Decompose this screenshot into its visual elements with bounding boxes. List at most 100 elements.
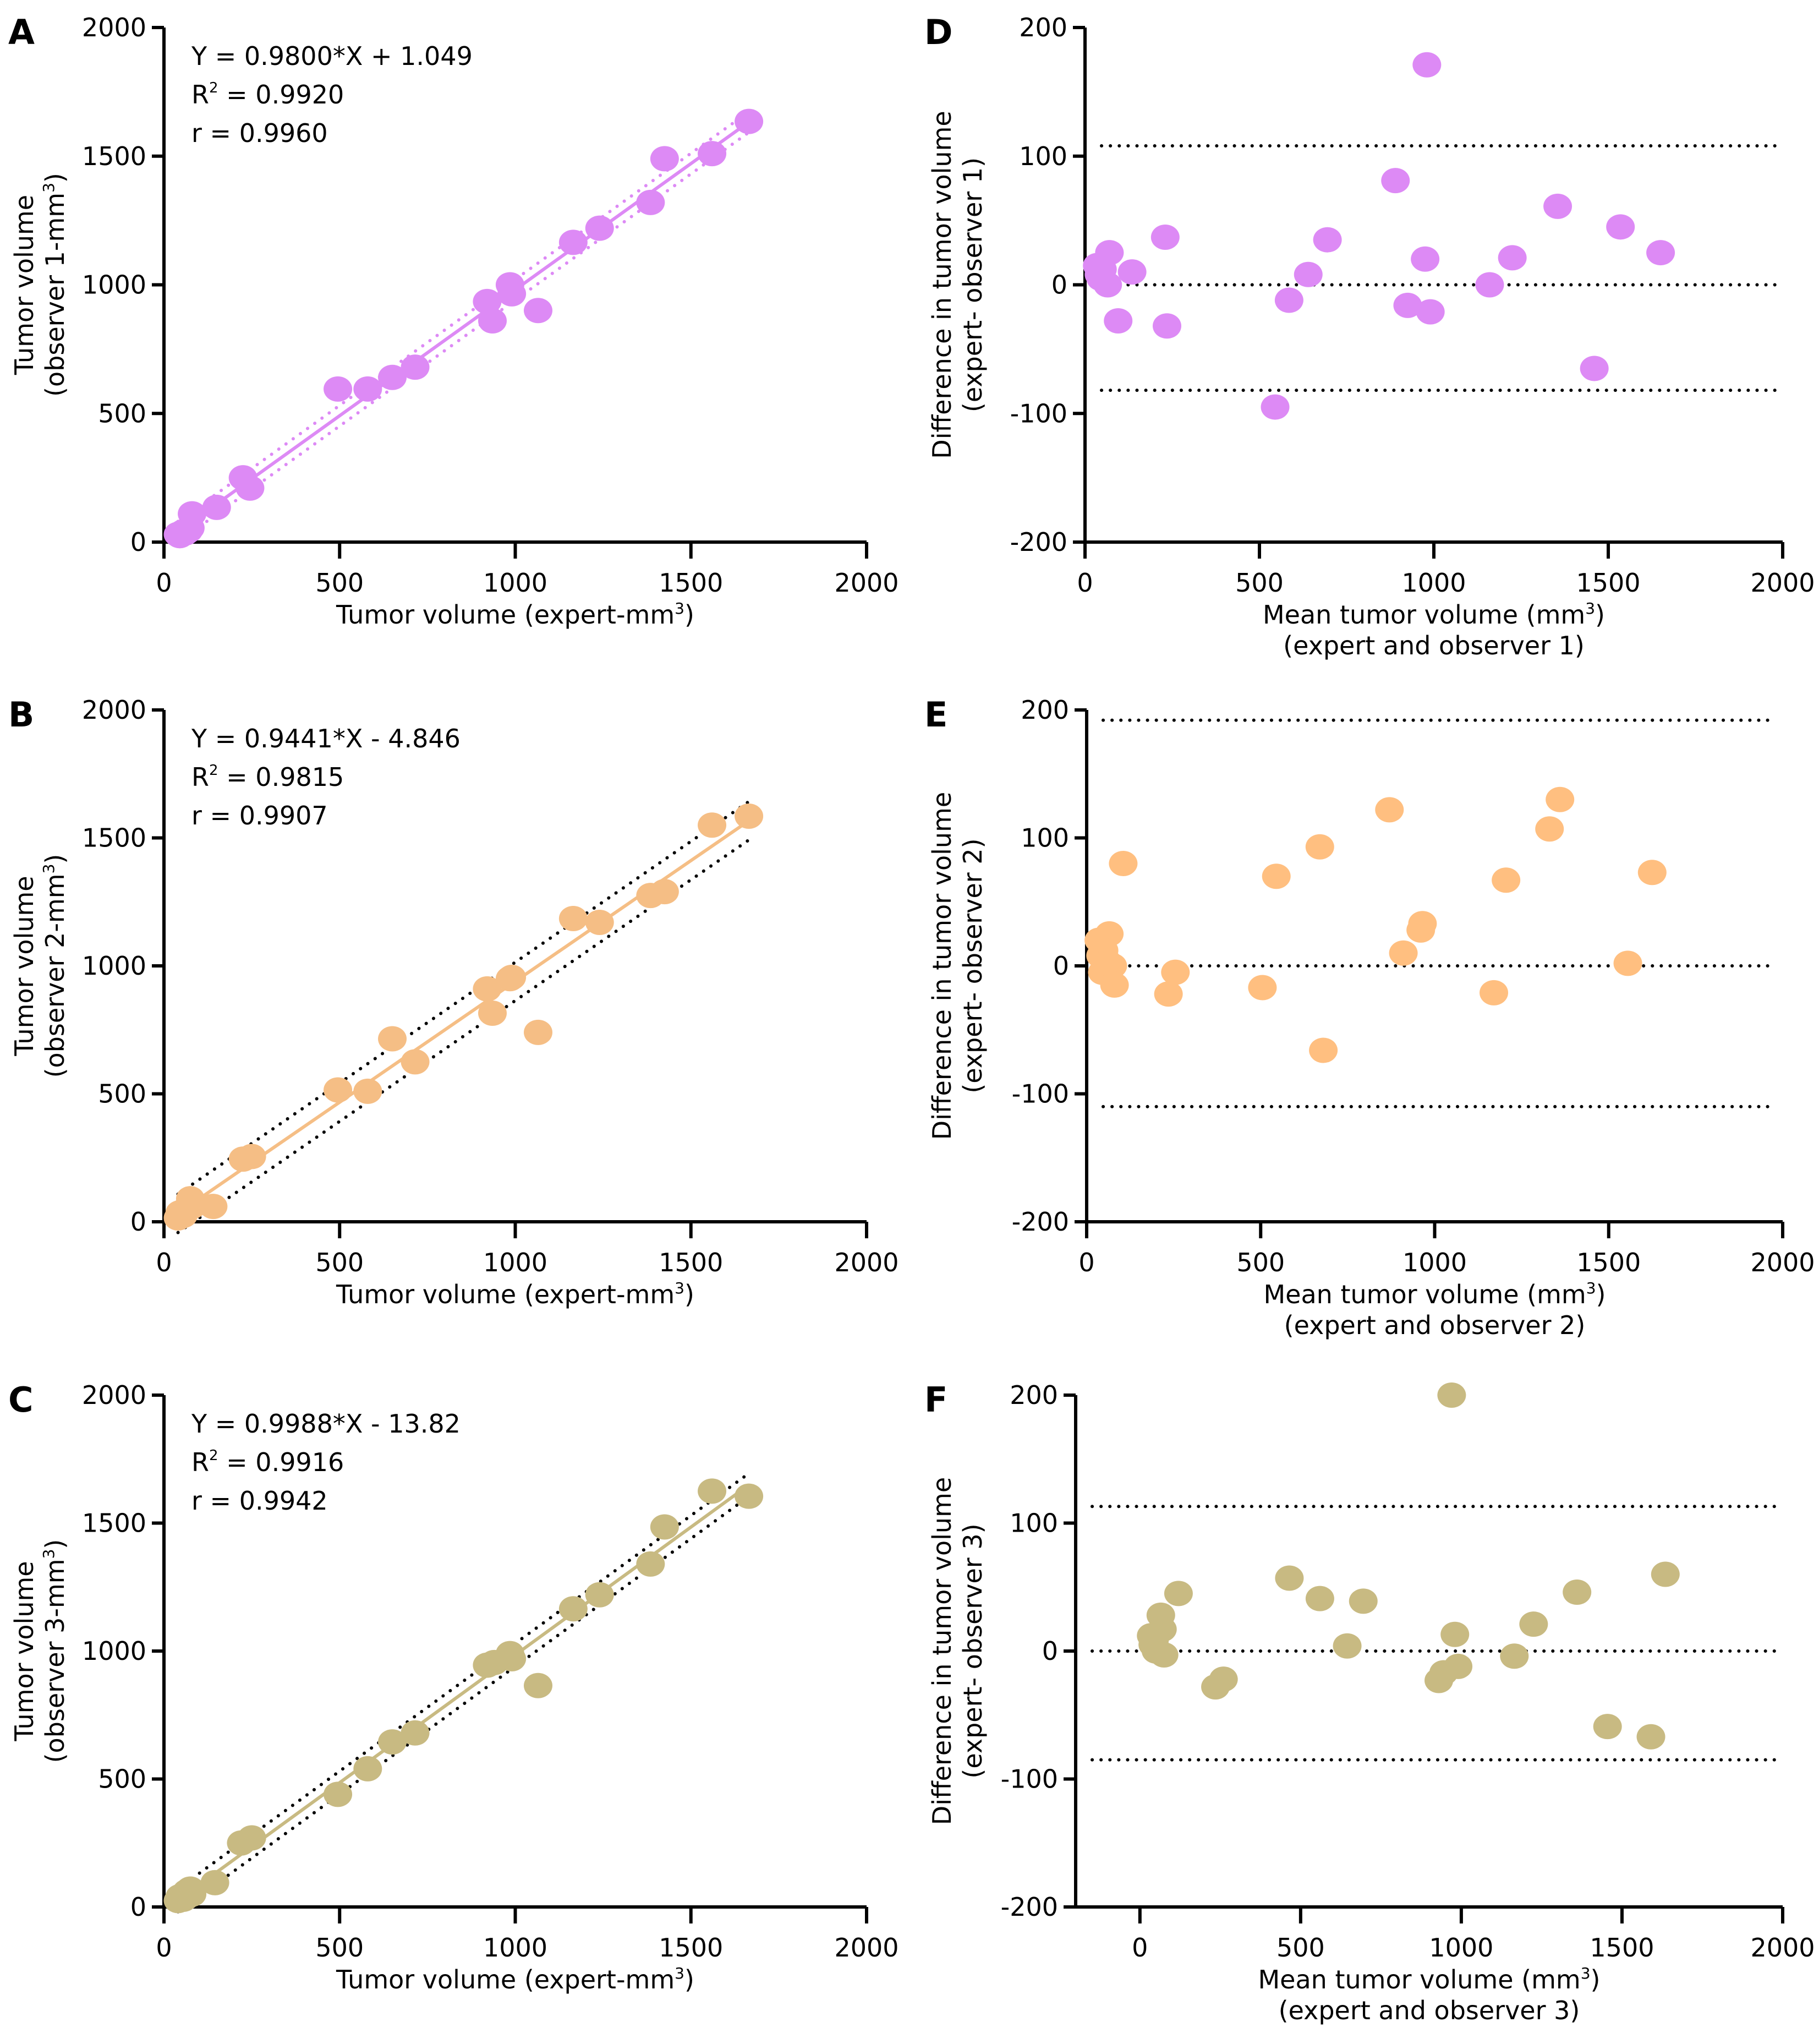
data-point xyxy=(1500,1643,1529,1669)
x-tick-label: 2000 xyxy=(834,1248,898,1277)
y-tick-label: 2000 xyxy=(82,13,146,42)
data-point xyxy=(1209,1666,1238,1692)
data-point xyxy=(1492,867,1521,893)
panel-c: C 0 500 1000 1500 2000 0 500 1000 1500 2000 Tumor v… xyxy=(8,1380,899,1994)
x-axis-title: Tumor volume (expert-mm3) xyxy=(336,599,694,630)
panel-a: A 0 500 1000 1500 2000 0 500 1000 1500 2000 Tumor v… xyxy=(8,12,899,630)
data-point xyxy=(473,976,502,1002)
y-tick-label: 500 xyxy=(98,1079,146,1109)
x-tick-label: 500 xyxy=(1235,568,1284,598)
data-point xyxy=(237,1825,266,1851)
data-point xyxy=(202,494,231,520)
x-axis-title: Tumor volume (expert-mm3) xyxy=(336,1279,694,1309)
data-point xyxy=(585,1582,614,1608)
y-tick-label: 500 xyxy=(98,398,146,428)
x-axis-title-line2: (expert and observer 3) xyxy=(1279,1996,1580,2025)
y-tick-label: 1500 xyxy=(82,141,146,171)
x-tick-label: 1500 xyxy=(659,1933,723,1963)
ci-lower-line xyxy=(176,1495,751,1914)
data-point xyxy=(1498,245,1527,271)
data-point xyxy=(1543,193,1573,219)
y-tick-label: -100 xyxy=(1010,398,1067,428)
data-point xyxy=(171,1885,200,1911)
data-point xyxy=(1519,1611,1548,1637)
x-tick-label: 1000 xyxy=(1429,1933,1493,1963)
ci-lower-line xyxy=(176,130,751,544)
y-axis-title-line1: Tumor volume xyxy=(9,1561,39,1741)
panel-b: B 0 500 1000 1500 2000 0 500 1000 1500 2000 Tumor v… xyxy=(8,695,899,1309)
y-tick-label: 200 xyxy=(1010,1380,1058,1410)
data-point xyxy=(1104,308,1133,334)
data-point xyxy=(1416,299,1445,325)
data-point xyxy=(698,141,727,167)
y-tick-label: 1000 xyxy=(82,951,146,981)
data-point xyxy=(1393,292,1422,318)
y-axis-title-line1: Tumor volume xyxy=(9,876,39,1056)
x-tick-label: 2000 xyxy=(1750,1248,1815,1277)
data-point xyxy=(235,475,265,501)
x-tick-label: 500 xyxy=(315,1248,364,1277)
data-point xyxy=(1546,786,1575,812)
x-tick-label: 1500 xyxy=(1590,1933,1654,1963)
data-point xyxy=(353,1078,382,1104)
y-tick-label: 0 xyxy=(1042,1636,1058,1666)
y-tick-label: -100 xyxy=(1001,1764,1058,1794)
x-axis-title-line2: (expert and observer 1) xyxy=(1283,631,1585,660)
data-point xyxy=(650,1514,679,1540)
x-axis-title-line2: (expert and observer 2) xyxy=(1284,1310,1586,1340)
x-tick-label: 1500 xyxy=(1576,568,1640,598)
x-tick-label: 500 xyxy=(315,1933,364,1963)
x-tick-label: 500 xyxy=(1236,1248,1285,1277)
y-axis-title-line2: (expert- observer 1) xyxy=(958,157,988,412)
panel-letter: B xyxy=(8,695,34,735)
data-point xyxy=(478,1001,507,1026)
data-point xyxy=(524,298,553,324)
y-tick-label: -200 xyxy=(1012,1207,1069,1237)
data-point xyxy=(1437,1382,1466,1408)
x-axis-title: Mean tumor volume (mm3) xyxy=(1263,1279,1606,1309)
x-axis-title: Tumor volume (expert-mm3) xyxy=(336,1964,694,1994)
data-point xyxy=(401,1720,430,1746)
panel-letter: A xyxy=(8,12,35,52)
correlation-label: r = 0.9960 xyxy=(191,118,328,148)
x-tick-label: 1500 xyxy=(1576,1248,1641,1277)
y-tick-label: 0 xyxy=(130,1207,146,1237)
data-point xyxy=(353,376,382,402)
data-point xyxy=(1152,313,1181,339)
x-tick-label: 0 xyxy=(156,568,172,598)
data-point xyxy=(1480,980,1509,1005)
panel-letter: E xyxy=(924,695,947,735)
x-tick-label: 1500 xyxy=(659,568,723,598)
regression-equation: Y = 0.9800*X + 1.049 xyxy=(191,41,473,71)
x-tick-label: 0 xyxy=(1077,568,1093,598)
data-point xyxy=(1109,851,1138,876)
y-axis-title-line1: Tumor volume xyxy=(9,195,39,375)
y-tick-label: 2000 xyxy=(82,1380,146,1410)
data-point xyxy=(1275,1565,1304,1591)
x-tick-label: 0 xyxy=(1078,1248,1094,1277)
y-tick-label: 2000 xyxy=(82,695,146,725)
data-point xyxy=(1381,168,1410,194)
ci-upper-line xyxy=(176,110,751,523)
data-point xyxy=(1294,261,1323,287)
data-point xyxy=(1093,949,1122,975)
data-point xyxy=(1248,975,1277,1001)
x-tick-label: 1000 xyxy=(1401,568,1466,598)
data-point xyxy=(1646,240,1675,266)
data-point xyxy=(1389,940,1418,966)
data-point xyxy=(1651,1561,1680,1587)
y-tick-label: 1500 xyxy=(82,1509,146,1538)
y-tick-label: 0 xyxy=(130,1892,146,1922)
data-point xyxy=(1100,972,1129,998)
data-point xyxy=(497,281,527,307)
data-point xyxy=(1637,860,1667,886)
data-point xyxy=(401,1049,430,1075)
data-point xyxy=(1412,52,1442,78)
data-point xyxy=(1444,1653,1473,1679)
y-tick-label: 100 xyxy=(1010,1509,1058,1538)
x-axis-title: Mean tumor volume (mm3) xyxy=(1258,1964,1600,1994)
y-axis-title-line2: (observer 1-mm3) xyxy=(40,173,70,397)
data-point xyxy=(401,354,430,380)
data-point xyxy=(497,1646,527,1671)
